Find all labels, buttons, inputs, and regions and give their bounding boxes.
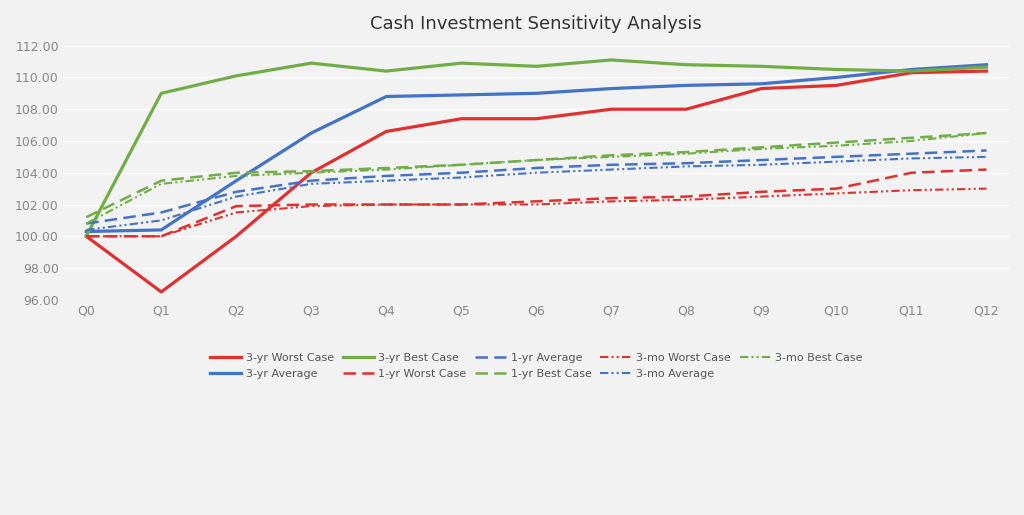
Title: Cash Investment Sensitivity Analysis: Cash Investment Sensitivity Analysis [371, 15, 702, 33]
Legend: 3-yr Worst Case, 3-yr Average, 3-yr Best Case, 1-yr Worst Case, 1-yr Average, 1-: 3-yr Worst Case, 3-yr Average, 3-yr Best… [206, 349, 867, 383]
